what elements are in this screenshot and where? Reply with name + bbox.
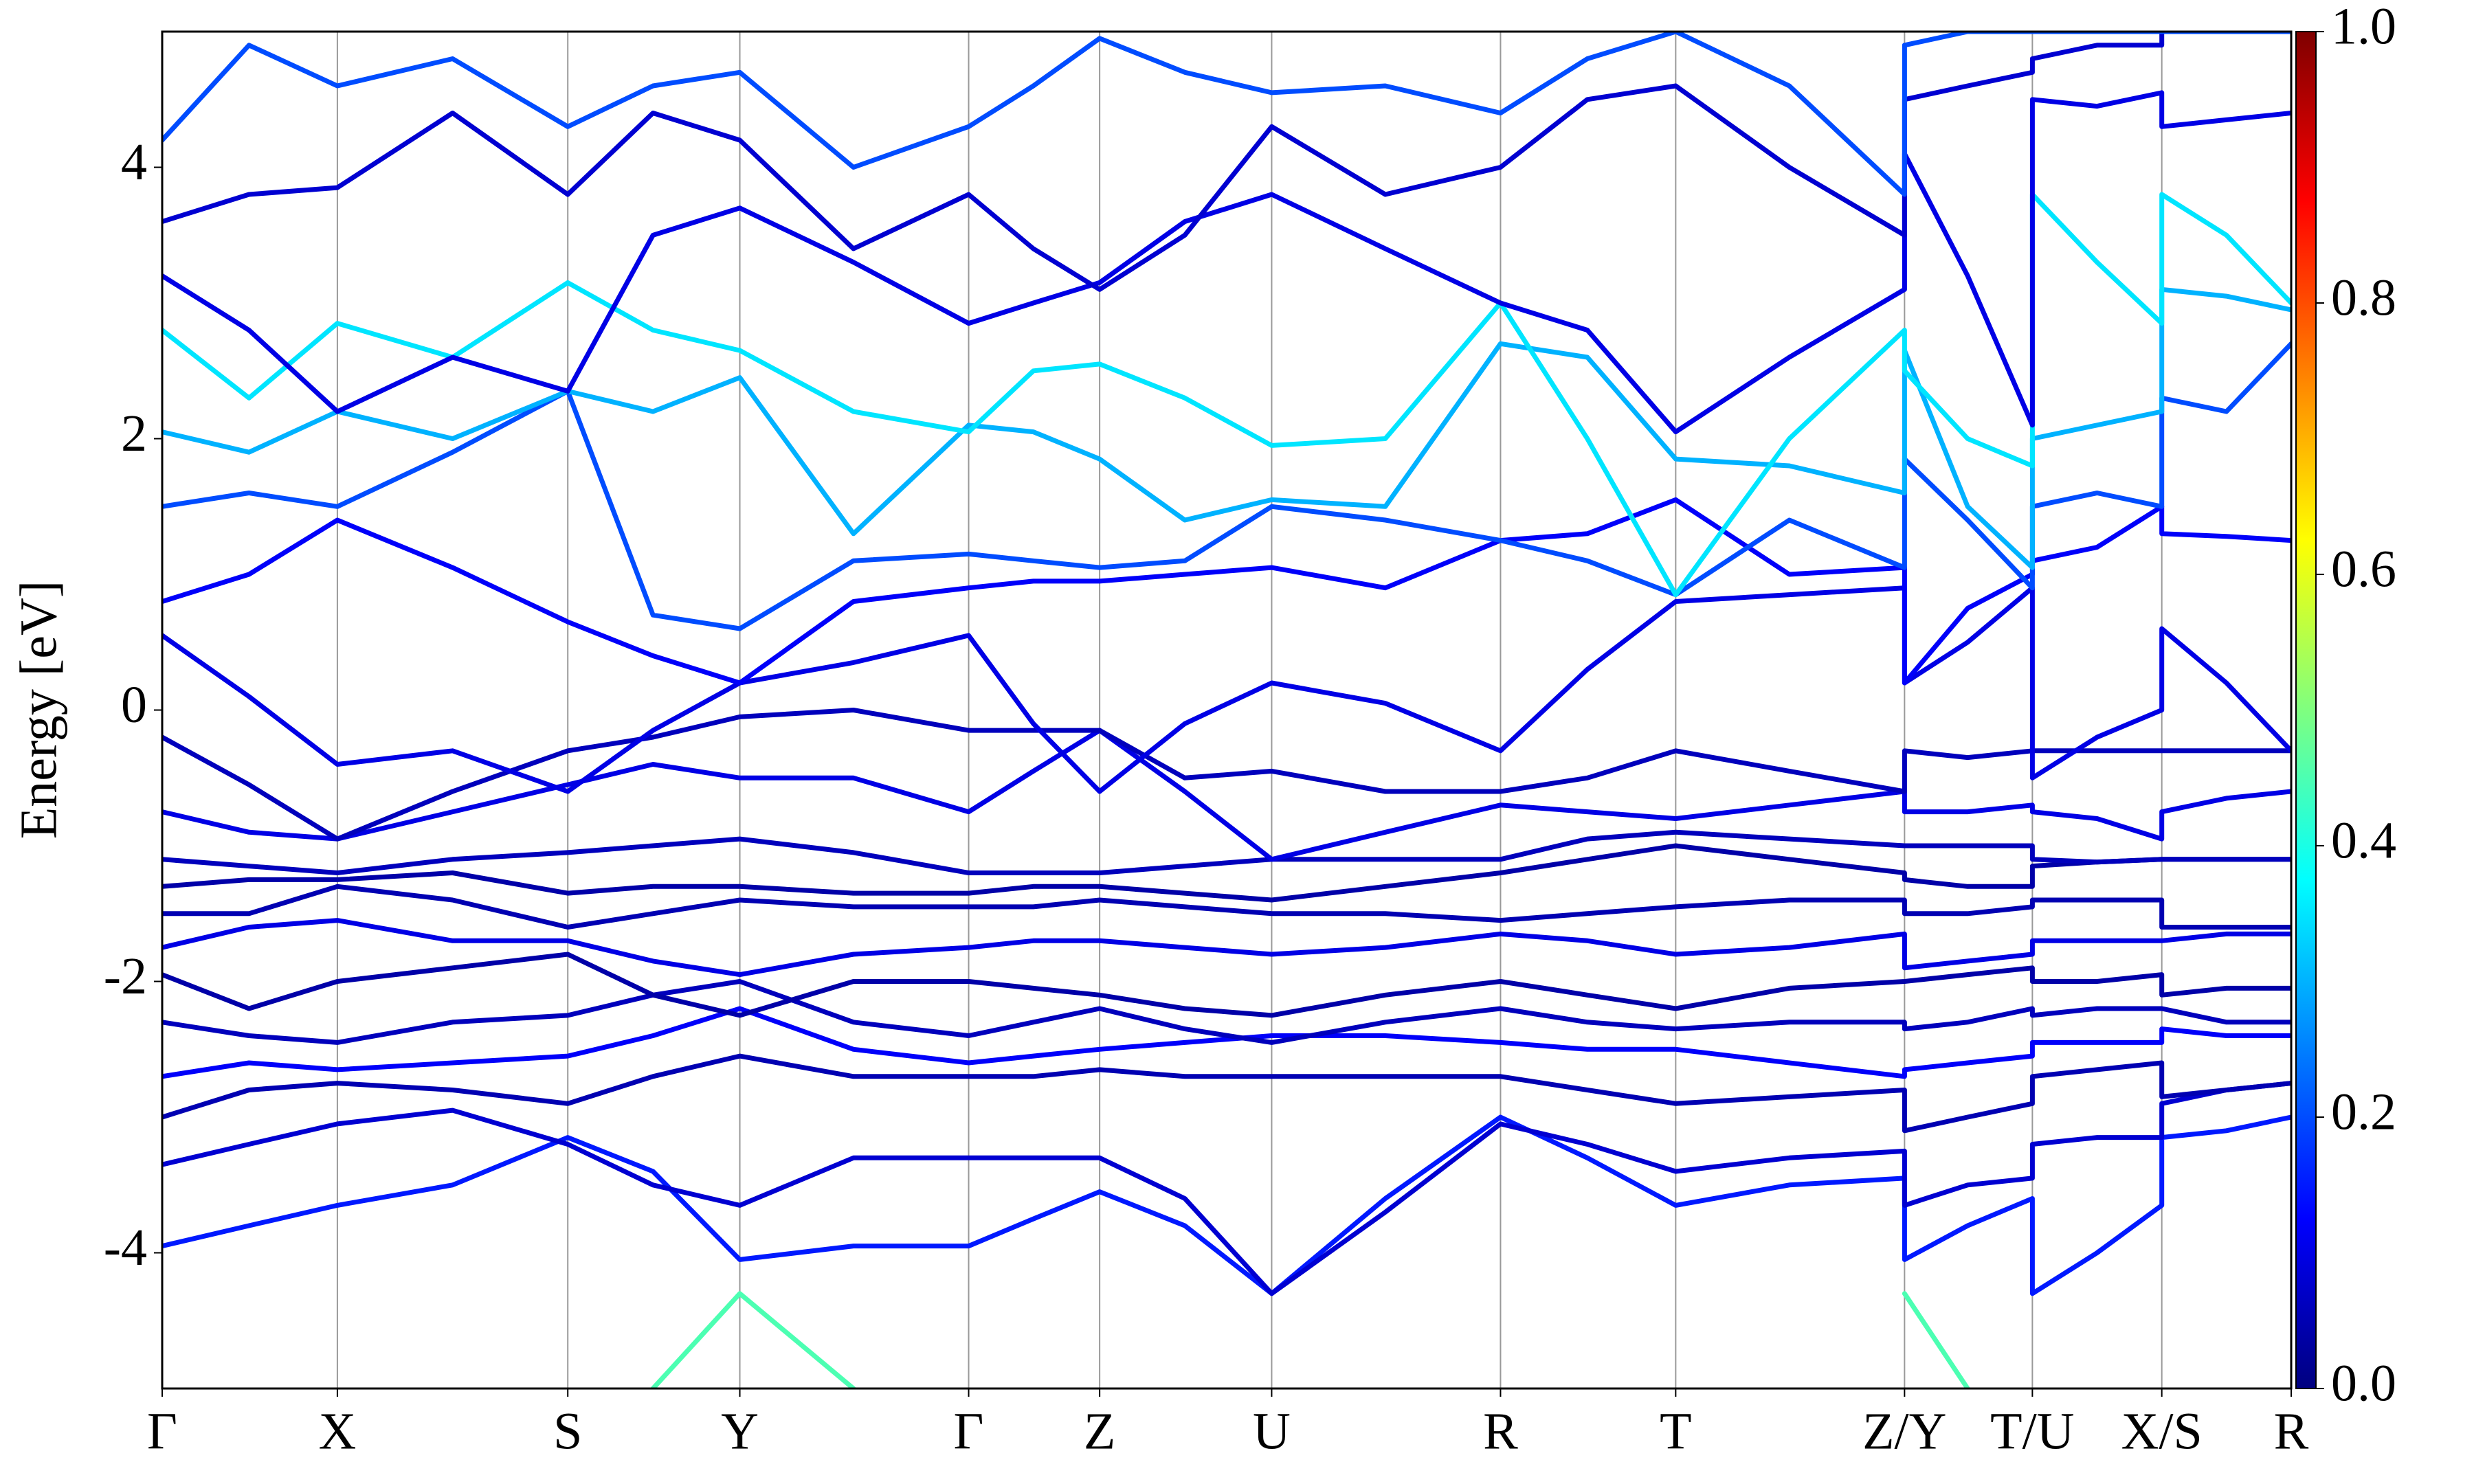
colorbar-tick-label: 1.0 <box>2331 0 2396 55</box>
band-line <box>162 843 2291 903</box>
colorbar-tick-label: 0.4 <box>2331 811 2396 869</box>
band-line <box>162 708 2291 842</box>
band-line <box>162 32 2291 197</box>
band-line <box>162 32 2291 292</box>
colorbar-tick-label: 0.2 <box>2331 1083 2396 1140</box>
x-tick-label: X/S <box>2121 1402 2203 1460</box>
x-tick-label: R <box>2274 1402 2309 1460</box>
x-tick-label: U <box>1253 1402 1291 1460</box>
y-tick-label: -2 <box>104 947 147 1005</box>
x-tick-label: Γ <box>954 1402 984 1460</box>
band-line <box>162 1053 2291 1134</box>
x-tick-label: Z/Y <box>1862 1402 1946 1460</box>
x-tick-label: T/U <box>1990 1402 2074 1460</box>
band-line <box>162 918 2291 978</box>
y-tick-label: 0 <box>121 676 147 734</box>
x-tick-label: Γ <box>147 1402 177 1460</box>
x-tick-label: X <box>318 1402 356 1460</box>
band-line <box>162 1114 2291 1296</box>
colorbar-tick-label: 0.8 <box>2331 269 2396 326</box>
band-line <box>650 1291 1970 1389</box>
y-tick-label: -4 <box>104 1219 147 1277</box>
x-tick-label: Z <box>1084 1402 1115 1460</box>
band-line <box>162 1006 2291 1079</box>
band-line <box>162 728 2291 862</box>
band-line <box>162 979 2291 1045</box>
colorbar-tick-label: 0.0 <box>2331 1354 2396 1412</box>
band-line <box>162 286 2291 570</box>
y-axis-label: Energy [eV] <box>10 581 67 839</box>
colorbar-tick-label: 0.6 <box>2331 540 2396 598</box>
x-tick-label: T <box>1660 1402 1691 1460</box>
y-tick-label: 4 <box>121 133 147 191</box>
colorbar <box>2295 31 2317 1389</box>
band-line <box>162 497 2291 686</box>
band-line <box>162 884 2291 930</box>
band-line <box>162 829 2291 875</box>
y-tick-label: 2 <box>121 405 147 462</box>
plot-frame <box>161 30 2293 1390</box>
x-tick-label: Y <box>721 1402 759 1460</box>
band-line <box>162 192 2291 598</box>
band-line <box>162 952 2291 1018</box>
x-tick-label: R <box>1483 1402 1518 1460</box>
band-line <box>162 1081 2291 1296</box>
x-tick-label: S <box>553 1402 582 1460</box>
band-line <box>162 341 2291 631</box>
band-line <box>162 90 2291 435</box>
band-line <box>162 585 2291 794</box>
